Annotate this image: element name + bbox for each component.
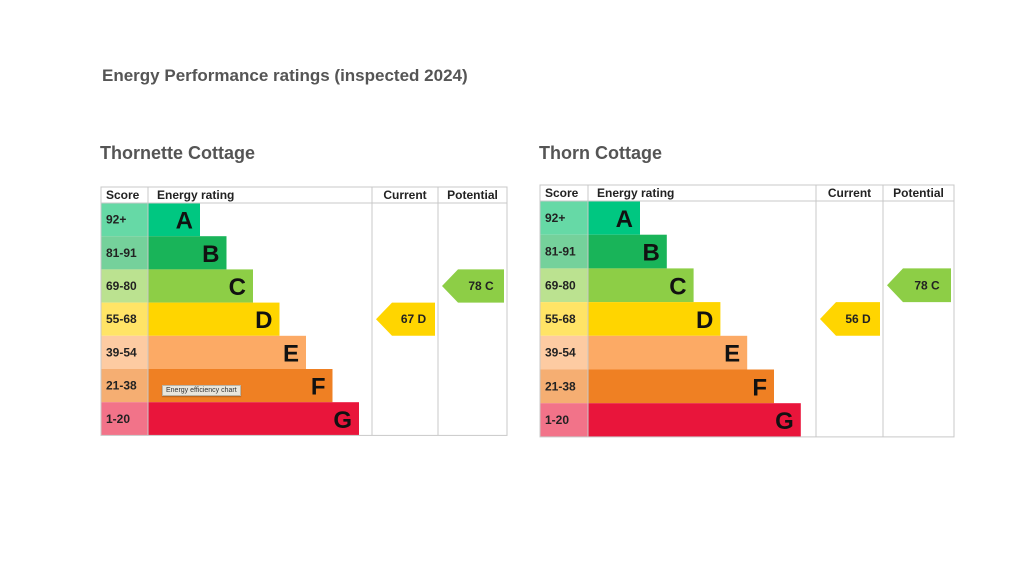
score-cell	[101, 369, 148, 403]
score-range-label: 21-38	[106, 379, 137, 393]
score-range-label: 81-91	[545, 245, 576, 259]
score-range-label: 21-38	[545, 379, 576, 393]
header-potential: Potential	[893, 186, 944, 200]
rating-bar-e	[148, 335, 306, 369]
rating-letter: G	[775, 408, 794, 435]
table-border	[539, 184, 955, 438]
page-title: Energy Performance ratings (inspected 20…	[102, 66, 468, 85]
score-range-label: 81-91	[106, 246, 137, 260]
rating-bar-f	[588, 369, 774, 404]
rating-letter: D	[255, 307, 272, 334]
rating-letter: A	[616, 206, 633, 233]
score-cell	[101, 335, 148, 369]
rating-bar-c	[588, 268, 694, 303]
score-cell	[540, 268, 588, 303]
header-energy-rating: Energy rating	[597, 186, 674, 200]
rating-letter: B	[642, 240, 659, 267]
score-cell	[540, 302, 588, 336]
rating-letter: C	[669, 273, 686, 300]
score-range-label: 92+	[106, 213, 126, 227]
epc-chart-svg: Score Energy rating Current Potential 92+ A 81…	[100, 186, 508, 436]
header-score: Score	[545, 186, 579, 200]
header-current: Current	[828, 186, 871, 200]
potential-rating-label: 78 C	[914, 278, 940, 292]
score-cell	[540, 201, 588, 235]
chart-title: Thornette Cottage	[100, 143, 255, 163]
rating-letter: F	[752, 374, 767, 401]
score-cell	[101, 203, 148, 237]
rating-letter: G	[333, 407, 352, 434]
current-rating-arrow	[376, 302, 435, 336]
rating-letter: E	[283, 340, 299, 367]
chart-tooltip: Energy efficiency chart	[162, 385, 241, 396]
rating-letter: F	[311, 374, 326, 401]
score-range-label: 1-20	[545, 413, 569, 427]
rating-letter: E	[724, 341, 740, 368]
rating-bar-b	[588, 234, 667, 269]
rating-bar-g	[148, 402, 359, 436]
rating-letter: C	[229, 274, 246, 301]
score-range-label: 55-68	[106, 312, 137, 326]
score-cell	[540, 403, 588, 437]
score-range-label: 39-54	[545, 346, 576, 360]
table-border	[100, 186, 508, 436]
score-range-label: 39-54	[106, 345, 137, 359]
epc-chart-svg: Score Energy rating Current Potential 92+ A 81…	[539, 184, 955, 438]
rating-bar-a	[148, 203, 200, 237]
rating-bar-g	[588, 403, 801, 437]
current-rating-label: 56 D	[845, 312, 871, 326]
score-range-label: 92+	[545, 211, 565, 225]
current-rating-arrow	[820, 302, 880, 336]
score-cell	[101, 302, 148, 336]
score-cell	[540, 234, 588, 269]
rating-bar-a	[588, 201, 640, 235]
score-range-label: 55-68	[545, 312, 576, 326]
current-rating-label: 67 D	[401, 312, 427, 326]
score-range-label: 1-20	[106, 412, 130, 426]
score-cell	[101, 269, 148, 303]
header-score: Score	[106, 188, 140, 202]
header-energy-rating: Energy rating	[157, 188, 234, 202]
score-cell	[540, 335, 588, 370]
rating-bar-d	[588, 302, 721, 336]
rating-bar-b	[148, 236, 227, 270]
rating-letter: A	[176, 208, 193, 235]
rating-letter: D	[696, 307, 713, 334]
score-range-label: 69-80	[106, 279, 137, 293]
header-current: Current	[383, 188, 426, 202]
rating-bar-d	[148, 302, 280, 336]
score-range-label: 69-80	[545, 278, 576, 292]
score-cell	[540, 369, 588, 404]
chart-title: Thorn Cottage	[539, 143, 662, 163]
potential-rating-label: 78 C	[468, 279, 494, 293]
rating-letter: B	[202, 241, 219, 268]
header-potential: Potential	[447, 188, 498, 202]
potential-rating-arrow	[442, 269, 504, 303]
rating-bar-c	[148, 269, 253, 303]
rating-bar-e	[588, 335, 748, 370]
epc-chart-thorn-cottage: Thorn Cottage Score Energy rating Current P…	[539, 143, 955, 443]
score-cell	[101, 236, 148, 270]
score-cell	[101, 402, 148, 436]
potential-rating-arrow	[887, 268, 951, 303]
epc-chart-thornette-cottage: Thornette Cottage Score Energy rating Curr…	[100, 143, 510, 443]
